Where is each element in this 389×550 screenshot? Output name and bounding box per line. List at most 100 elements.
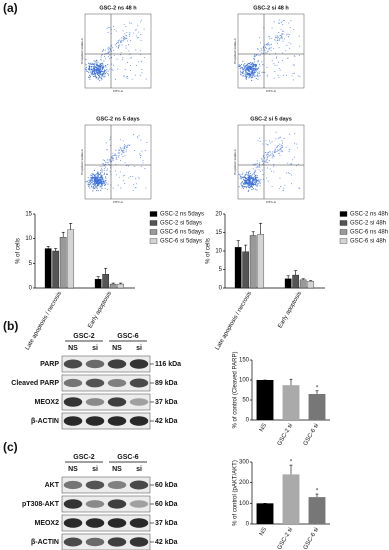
flow-dot <box>85 181 87 183</box>
flow-dot <box>264 49 266 51</box>
legend-label: GSC-2 ns 5days <box>160 212 204 218</box>
flow-dot <box>241 184 243 186</box>
bar <box>242 251 250 289</box>
flow-dot <box>245 70 247 72</box>
flow-dot <box>252 65 254 67</box>
x-tick-label: GSC-2 si <box>277 527 294 550</box>
flow-dot <box>241 173 243 175</box>
flow-dot <box>109 171 111 173</box>
flow-dot <box>249 181 251 184</box>
flow-dot <box>258 169 260 171</box>
flow-dot <box>239 73 242 75</box>
flow-dot <box>294 133 296 135</box>
flow-dot <box>251 174 253 176</box>
blot-band <box>129 518 149 528</box>
flow-dot <box>255 163 257 165</box>
flow-dot <box>119 54 122 56</box>
flow-dot <box>107 158 109 161</box>
blot-band <box>107 379 127 387</box>
flow-dot <box>256 181 258 183</box>
flow-dot <box>134 74 136 76</box>
flow-dot <box>109 139 111 141</box>
flow-dot <box>264 71 266 73</box>
flow-dot <box>251 62 253 64</box>
flow-dot <box>92 180 94 182</box>
flow-dot <box>250 177 252 179</box>
flow-dot <box>288 149 290 151</box>
flow-dot <box>279 38 281 40</box>
flow-dot <box>111 44 113 46</box>
flow-dot <box>282 31 284 33</box>
protein-label: MEOX2 <box>34 399 59 406</box>
flow-dot <box>100 177 102 179</box>
flow-dot <box>258 166 260 168</box>
flow-dot <box>257 177 259 179</box>
flow-dot <box>106 170 108 172</box>
blot-band <box>63 499 83 509</box>
flow-dot <box>97 67 100 69</box>
flow-dot <box>107 32 109 34</box>
flow-dot <box>242 70 244 72</box>
flow-dot <box>247 190 249 192</box>
flow-dot <box>278 188 280 190</box>
flow-dot <box>118 44 120 47</box>
size-label: 60 kDa <box>155 482 178 489</box>
flow-dot <box>96 69 99 71</box>
flow-dot <box>88 76 90 78</box>
flow-dot <box>88 69 91 71</box>
flow-dot <box>123 146 125 148</box>
flow-dot <box>251 67 253 69</box>
flow-dot <box>135 187 137 189</box>
legend-label: GSC-2 si 48h <box>350 221 386 227</box>
flow-dot <box>254 170 256 172</box>
flow-dot <box>288 41 290 43</box>
flow-dot <box>280 29 282 31</box>
flow-dot <box>286 34 288 36</box>
flow-dot <box>92 190 94 192</box>
flow-dot <box>125 145 127 147</box>
flow-dot <box>112 49 115 51</box>
bar <box>257 234 265 289</box>
flow-dot <box>289 133 291 135</box>
flow-dot <box>275 138 277 140</box>
flow-dot <box>143 56 145 59</box>
flow-dot <box>128 36 130 38</box>
flow-dot <box>99 77 101 79</box>
flow-dot <box>247 72 249 74</box>
flow-dot <box>103 167 105 169</box>
flow-dot <box>105 182 107 184</box>
flow-dot <box>122 149 124 151</box>
y-axis-label: % of control (pAKT/AKT) <box>233 460 239 526</box>
flow-dot <box>244 179 246 181</box>
protein-label: β-ACTIN <box>31 539 59 546</box>
flow-dot <box>248 186 250 188</box>
flow-dot <box>140 139 142 141</box>
flow-dot <box>248 175 250 177</box>
x-tick-label: GSC-2 si <box>277 423 294 447</box>
lane-label: NS <box>112 466 122 473</box>
flow-dot <box>240 71 242 73</box>
flow-dot <box>255 69 257 71</box>
bar <box>117 283 125 289</box>
flow-dot <box>255 70 257 72</box>
flow-dot <box>252 57 254 59</box>
flow-dot <box>240 67 242 69</box>
flow-dot <box>116 158 118 160</box>
flow-dot <box>99 73 102 75</box>
flow-dot <box>87 62 90 64</box>
flow-dot <box>95 76 98 78</box>
flow-dot <box>254 176 256 178</box>
flow-dot <box>281 36 283 38</box>
flow-dot <box>255 175 257 177</box>
blot-band <box>107 537 127 547</box>
flow-dot <box>278 47 280 49</box>
flow-dot <box>88 179 90 181</box>
flow-dot <box>276 42 279 45</box>
flow-dot <box>282 33 284 35</box>
flow-dot <box>278 22 280 25</box>
flow-dot <box>281 145 283 147</box>
flow-dot <box>132 190 134 192</box>
flow-dot <box>245 78 247 80</box>
flow-dot <box>255 183 257 185</box>
flow-dot <box>121 150 123 152</box>
